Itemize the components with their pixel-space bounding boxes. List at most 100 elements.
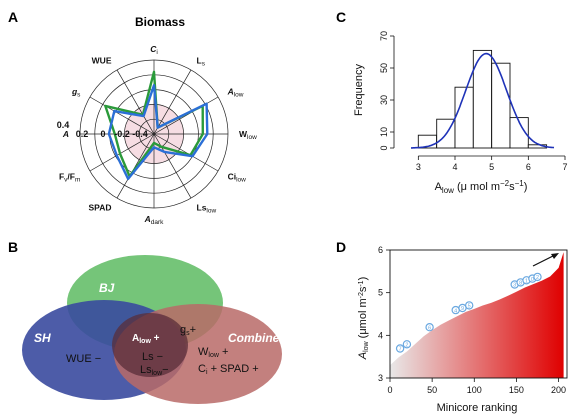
radar-spoke [153,133,192,199]
radar-axis-label: Ls [197,55,206,67]
area-x-tick-label: 100 [467,385,482,395]
radar-axis-label: gs [71,87,81,99]
ranking-marker: 7 [395,344,405,353]
ranking-marker: 4 [451,305,460,315]
venn-item-alow: Alow + [132,333,160,345]
venn-item-wue: WUE − [66,353,101,365]
radar-axis-label: Cilow [228,172,247,184]
area-y-tick-label: 5 [378,288,383,298]
histogram-y-tick-label: 70 [379,31,389,41]
ranking-marker-label: 7 [399,347,402,353]
ranking-marker-circle [395,344,405,353]
radar-spoke [116,69,155,135]
area-x-label: Minicore ranking [437,402,518,414]
radar-axis-label: Fv/Fm [59,172,80,184]
histogram-x-tick-label: 4 [452,162,457,172]
panel-a-radar-chart: A Biomass Ci Ls Alow Wlow Cilow Lslow Adark SPA… [8,9,257,226]
radar-axis-label: Ci [150,44,158,56]
ranking-marker-circle [425,323,434,332]
ranking-marker-label: 1 [525,279,528,285]
ranking-marker-label: 2 [405,343,408,349]
radar-spoke [153,69,192,135]
venn-item-wlow: Wlow + [198,346,228,359]
area-x-tick-label: 50 [427,385,437,395]
histogram-y-tick-label: 50 [379,63,389,73]
ranking-area [390,252,564,378]
histogram-y-tick-label: 10 [379,127,389,137]
histogram-y-tick-label: 30 [379,95,389,105]
area-plot-frame [389,249,568,379]
ranking-marker: 2 [533,272,542,282]
radar-axis-label: Adark [144,214,165,226]
radar-tick-label: -0.4 [132,129,148,139]
venn-item-ls: Ls − [142,351,163,363]
radar-title: Biomass [135,15,185,29]
radar-spoke [116,133,155,199]
venn-item-lslow: Lslow− [140,364,169,377]
ranking-marker-circle [402,340,412,349]
histogram-x-tick-label: 7 [562,162,567,172]
ranking-marker-circle [533,272,542,282]
radar-spoke [153,133,219,172]
radar-axis-label: WUE [92,55,112,65]
histogram-bar [491,62,511,149]
radar-tick-label: 0 [100,129,105,139]
ranking-marker: 6 [425,323,434,332]
radar-spoke [89,133,155,172]
ranking-marker-label: 2 [536,275,539,281]
radar-spoke [89,96,155,135]
area-x-tick-label: 150 [509,385,524,395]
area-x-tick-label: 0 [387,385,392,395]
radar-axis-label: Alow [227,87,244,99]
radar-tick-label: 0.2 [76,129,89,139]
panel-letter-c: C [336,9,346,25]
histogram-y-tick-label: 0 [379,145,389,150]
panel-letter-d: D [336,239,346,255]
histogram-normal-curve [411,52,555,149]
ranking-marker-label: 6 [428,325,431,331]
venn-item-ci-spad: Ci + SPAD + [198,363,259,376]
area-y-label: Alow (μmol m-2s-1) [357,277,370,361]
histogram-y-label: Frequency [353,64,365,116]
area-x-tick-label: 200 [551,385,566,395]
venn-label-sh: SH [34,331,51,345]
ranking-marker-label: 0 [531,277,534,283]
radar-tick-labels: 0.4 0.2 0 -0.2 -0.4 [57,120,148,139]
ranking-marker-label: 5 [468,304,471,310]
venn-label-combine: Combine [228,331,280,345]
venn-overlap-region [112,313,188,377]
histogram-bar [509,117,529,149]
radar-axis-label: SPAD [89,203,112,213]
ranking-marker-label: 3 [513,283,516,289]
ranking-marker-label: 9 [461,306,464,312]
ranking-marker: 5 [465,301,474,310]
panel-letter-b: B [8,239,18,255]
histogram-bars [417,49,548,149]
histogram-x-tick-label: 3 [416,162,421,172]
area-y-tick-label: 4 [378,330,383,340]
ranking-marker-circle [465,301,474,310]
radar-axis-labels: Ci Ls Alow Wlow Cilow Lslow Adark SPAD Fv/Fm Ags W… [59,44,257,226]
radar-tick-label: -0.2 [114,129,130,139]
radar-axis-label: Lslow [197,203,217,215]
panel-b-venn-diagram: B BJ SH Combine Alow + gs+ WUE − Ls − Ls… [8,239,282,404]
histogram-x-tick-label: 6 [526,162,531,172]
histogram-x-tick-label: 5 [489,162,494,172]
area-y-tick-label: 3 [378,373,383,383]
panel-letter-a: A [8,9,18,25]
histogram-x-label: Alow (μ mol m−2s−1) [435,179,528,195]
venn-label-bj: BJ [99,281,115,295]
area-y-tick-label: 6 [378,245,383,255]
radar-series-blue [107,83,209,181]
radar-tick-label: 0.4 [57,120,70,130]
radar-axis-label: Wlow [239,129,257,141]
radar-axis-label: A [62,129,69,139]
trend-arrow-head [551,253,559,259]
ranking-marker-label: 8 [519,281,522,287]
ranking-marker: 2 [402,340,412,349]
